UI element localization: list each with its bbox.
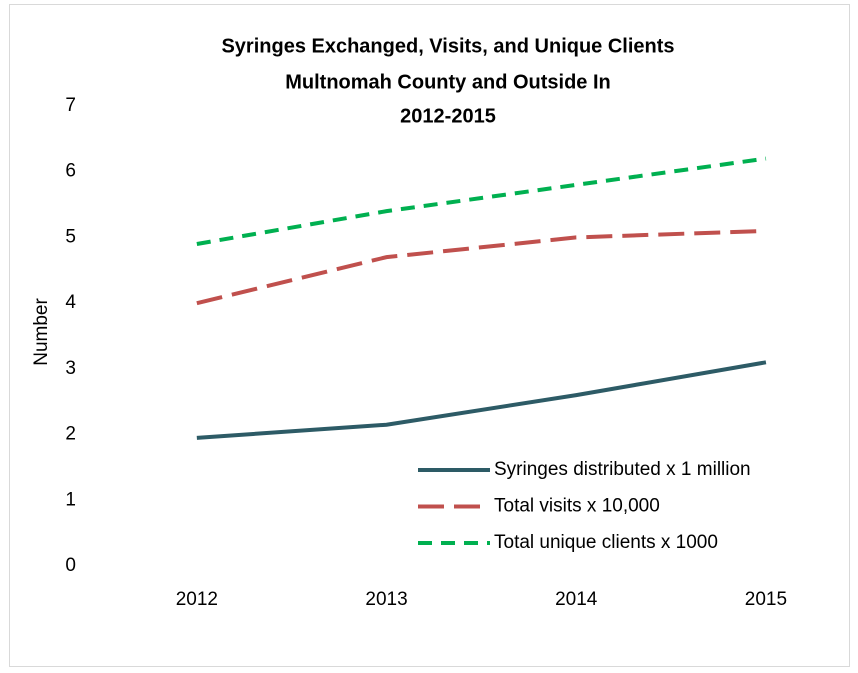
y-tick-label: 5 [65, 226, 76, 247]
series-line [196, 360, 767, 440]
x-tick-label: 2012 [176, 589, 218, 610]
y-tick-label: 3 [65, 358, 76, 379]
y-tick-label: 6 [65, 161, 76, 182]
series-line [196, 228, 767, 306]
y-tick-label: 1 [65, 489, 76, 510]
chart-title: Syringes Exchanged, Visits, and Unique C… [221, 35, 674, 57]
y-tick-label: 2 [65, 424, 76, 445]
series-line [196, 156, 767, 246]
chart-title: Multnomah County and Outside In [285, 71, 611, 93]
chart-title: 2012-2015 [400, 105, 496, 127]
y-tick-label: 7 [65, 95, 76, 116]
y-axis-label: Number [31, 298, 52, 366]
y-tick-label: 4 [65, 292, 76, 313]
legend-label: Total unique clients x 1000 [494, 532, 718, 553]
y-tick-label: 0 [65, 555, 76, 576]
x-tick-label: 2015 [745, 589, 787, 610]
chart-frame [9, 4, 850, 667]
x-tick-label: 2014 [555, 589, 598, 610]
legend-label: Total visits x 10,000 [494, 496, 660, 517]
legend-label: Syringes distributed x 1 million [494, 459, 751, 480]
x-tick-label: 2013 [365, 589, 407, 610]
